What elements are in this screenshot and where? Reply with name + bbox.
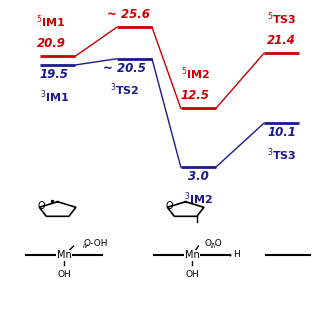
Text: OH: OH [57, 270, 71, 279]
Text: $^{3}$TS2: $^{3}$TS2 [110, 82, 140, 99]
Text: $^{3}$IM1: $^{3}$IM1 [40, 88, 69, 105]
Text: 19.5: 19.5 [40, 68, 69, 81]
Text: $^{5}$TS2: $^{5}$TS2 [113, 0, 143, 1]
Text: 12.5: 12.5 [181, 89, 210, 102]
Text: OH: OH [185, 270, 199, 279]
Text: O-OH: O-OH [83, 239, 108, 248]
Text: $^{3}$TS3: $^{3}$TS3 [267, 146, 296, 163]
Text: O: O [37, 201, 45, 211]
Text: 20.9: 20.9 [37, 37, 66, 50]
Text: 10.1: 10.1 [267, 126, 296, 139]
Text: $^{5}$IM2: $^{5}$IM2 [180, 66, 210, 82]
Text: H: H [234, 250, 240, 259]
Text: Mn: Mn [57, 251, 71, 260]
Text: $^{5}$TS3: $^{5}$TS3 [267, 11, 296, 27]
Text: $^{IV}$: $^{IV}$ [82, 244, 90, 253]
Text: O-O: O-O [205, 239, 222, 248]
Text: 21.4: 21.4 [267, 34, 296, 47]
Text: $^{5}$IM1: $^{5}$IM1 [36, 13, 66, 30]
Text: $^{III}$: $^{III}$ [210, 244, 217, 253]
Text: Mn: Mn [185, 251, 199, 260]
Text: 3.0: 3.0 [188, 170, 209, 183]
Text: ~ 20.5: ~ 20.5 [103, 62, 146, 75]
Text: O: O [165, 201, 173, 211]
Text: ~ 25.6: ~ 25.6 [107, 8, 149, 21]
Text: $^{3}$IM2: $^{3}$IM2 [184, 190, 213, 207]
